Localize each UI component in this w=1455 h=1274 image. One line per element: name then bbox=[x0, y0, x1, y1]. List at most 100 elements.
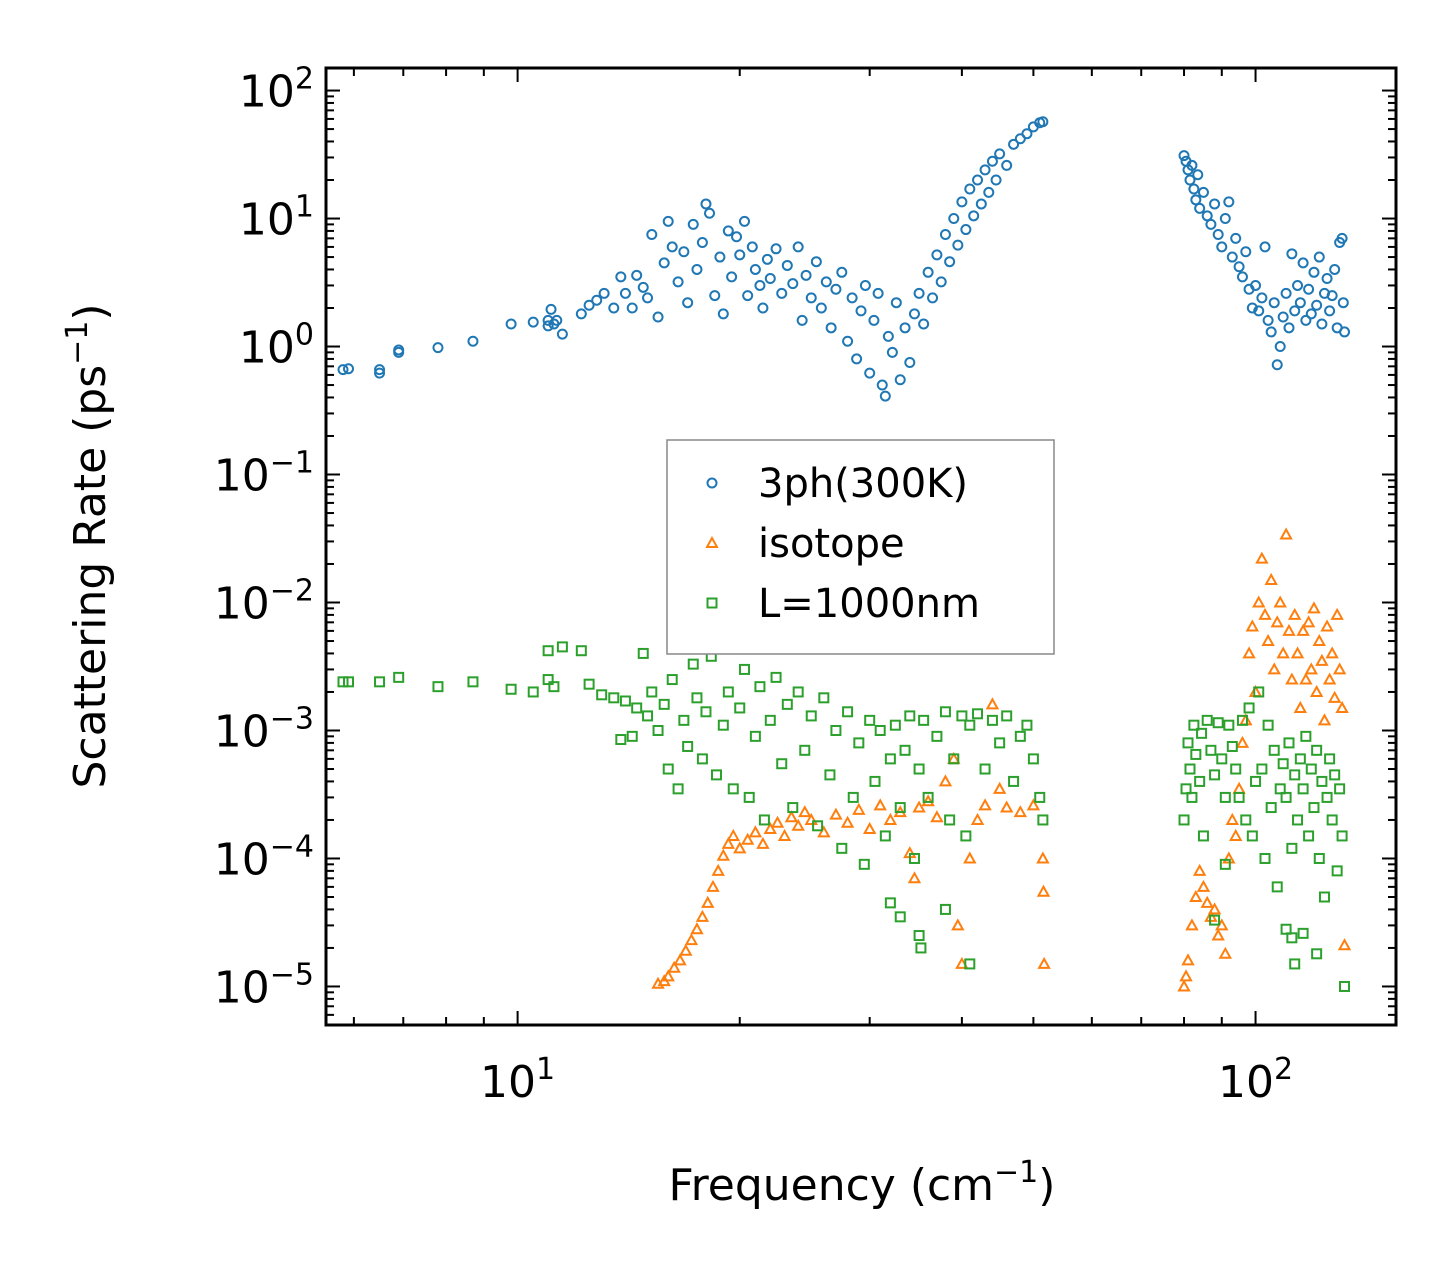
data-point bbox=[1325, 646, 1339, 659]
data-point bbox=[1256, 292, 1268, 304]
data-point bbox=[1313, 852, 1325, 864]
data-point bbox=[1321, 272, 1333, 284]
data-point bbox=[1178, 814, 1190, 826]
data-point bbox=[830, 283, 842, 295]
data-point bbox=[1036, 884, 1051, 897]
data-point bbox=[913, 930, 925, 942]
data-point bbox=[1290, 646, 1305, 659]
data-point bbox=[904, 357, 916, 369]
data-point bbox=[1226, 251, 1238, 263]
data-point bbox=[727, 783, 739, 795]
legend-label: isotope bbox=[758, 521, 905, 567]
data-point bbox=[1324, 753, 1336, 765]
data-point bbox=[787, 278, 799, 290]
data-point bbox=[687, 218, 699, 230]
data-point bbox=[951, 918, 965, 931]
data-point bbox=[679, 943, 693, 956]
data-point bbox=[658, 257, 670, 269]
data-point bbox=[1316, 318, 1328, 330]
data-point bbox=[792, 686, 804, 698]
data-point bbox=[781, 259, 793, 271]
data-point bbox=[1223, 196, 1235, 208]
data-point bbox=[972, 174, 984, 186]
data-point bbox=[1300, 314, 1312, 326]
data-point bbox=[1184, 763, 1196, 775]
data-point bbox=[598, 287, 610, 299]
data-point bbox=[734, 702, 746, 714]
data-point bbox=[342, 363, 354, 375]
data-point bbox=[1297, 783, 1309, 795]
data-point bbox=[1189, 889, 1203, 903]
data-point bbox=[1209, 198, 1221, 210]
data-point bbox=[1021, 719, 1033, 731]
data-point bbox=[1286, 248, 1298, 260]
data-point bbox=[758, 814, 770, 826]
data-point bbox=[1256, 763, 1268, 775]
legend-entry: isotope bbox=[705, 521, 905, 567]
data-point bbox=[1212, 717, 1224, 729]
data-point bbox=[1245, 619, 1260, 632]
data-point bbox=[1317, 713, 1332, 726]
legend: 3ph(300K) isotope L=1000nm bbox=[666, 439, 1055, 655]
data-point bbox=[869, 775, 881, 787]
data-point bbox=[825, 322, 837, 334]
data-point bbox=[709, 290, 721, 302]
data-point bbox=[637, 647, 649, 659]
data-point bbox=[907, 871, 922, 884]
data-point bbox=[1277, 311, 1289, 323]
data-point bbox=[1188, 183, 1200, 195]
data-point bbox=[739, 663, 751, 675]
y-axis-label-text: Scattering Rate (ps bbox=[65, 365, 116, 789]
data-point bbox=[374, 364, 386, 376]
data-point bbox=[1236, 714, 1248, 726]
data-point bbox=[631, 269, 643, 281]
data-point bbox=[1013, 805, 1028, 818]
svg-text:Scattering Rate (ps−1): Scattering Rate (ps−1) bbox=[60, 303, 116, 788]
data-point bbox=[994, 148, 1006, 160]
data-point bbox=[873, 798, 887, 811]
data-point bbox=[1334, 783, 1346, 795]
data-point bbox=[1008, 138, 1020, 150]
data-point bbox=[687, 658, 699, 670]
data-point bbox=[952, 239, 964, 251]
data-point bbox=[1286, 842, 1298, 854]
data-point bbox=[1268, 744, 1280, 756]
data-point bbox=[842, 706, 854, 718]
data-point bbox=[672, 783, 684, 795]
data-point bbox=[1259, 241, 1271, 253]
y-tick-label: 10−1 bbox=[214, 446, 314, 502]
data-point bbox=[1216, 753, 1228, 765]
data-point bbox=[1330, 607, 1344, 620]
series-2 bbox=[651, 527, 1352, 992]
data-point bbox=[1318, 891, 1330, 903]
data-point bbox=[696, 753, 708, 765]
data-point bbox=[1001, 710, 1013, 722]
data-point bbox=[1324, 305, 1336, 317]
data-point bbox=[787, 802, 799, 814]
data-point bbox=[918, 714, 930, 726]
data-point bbox=[979, 164, 991, 176]
data-point bbox=[342, 676, 354, 688]
data-point bbox=[1026, 798, 1041, 811]
data-point bbox=[701, 895, 715, 908]
y-tick-label: 102 bbox=[239, 62, 314, 118]
data-point bbox=[682, 297, 694, 309]
data-point bbox=[1180, 783, 1192, 795]
data-point bbox=[1262, 314, 1274, 326]
data-point bbox=[1265, 802, 1277, 814]
data-point bbox=[842, 335, 854, 347]
data-point bbox=[915, 942, 927, 954]
data-point bbox=[548, 681, 560, 693]
data-point bbox=[1329, 769, 1341, 781]
data-point bbox=[1271, 881, 1283, 893]
data-point bbox=[615, 734, 627, 746]
data-point bbox=[667, 960, 681, 973]
data-point bbox=[749, 263, 761, 275]
data-point bbox=[1240, 814, 1252, 826]
data-point bbox=[678, 246, 690, 258]
data-point bbox=[968, 210, 980, 222]
data-point bbox=[883, 812, 898, 825]
x-tick-label: 102 bbox=[1218, 1052, 1293, 1108]
data-point bbox=[1292, 814, 1304, 826]
x-axis-label-text: Frequency (cm bbox=[669, 1160, 995, 1211]
